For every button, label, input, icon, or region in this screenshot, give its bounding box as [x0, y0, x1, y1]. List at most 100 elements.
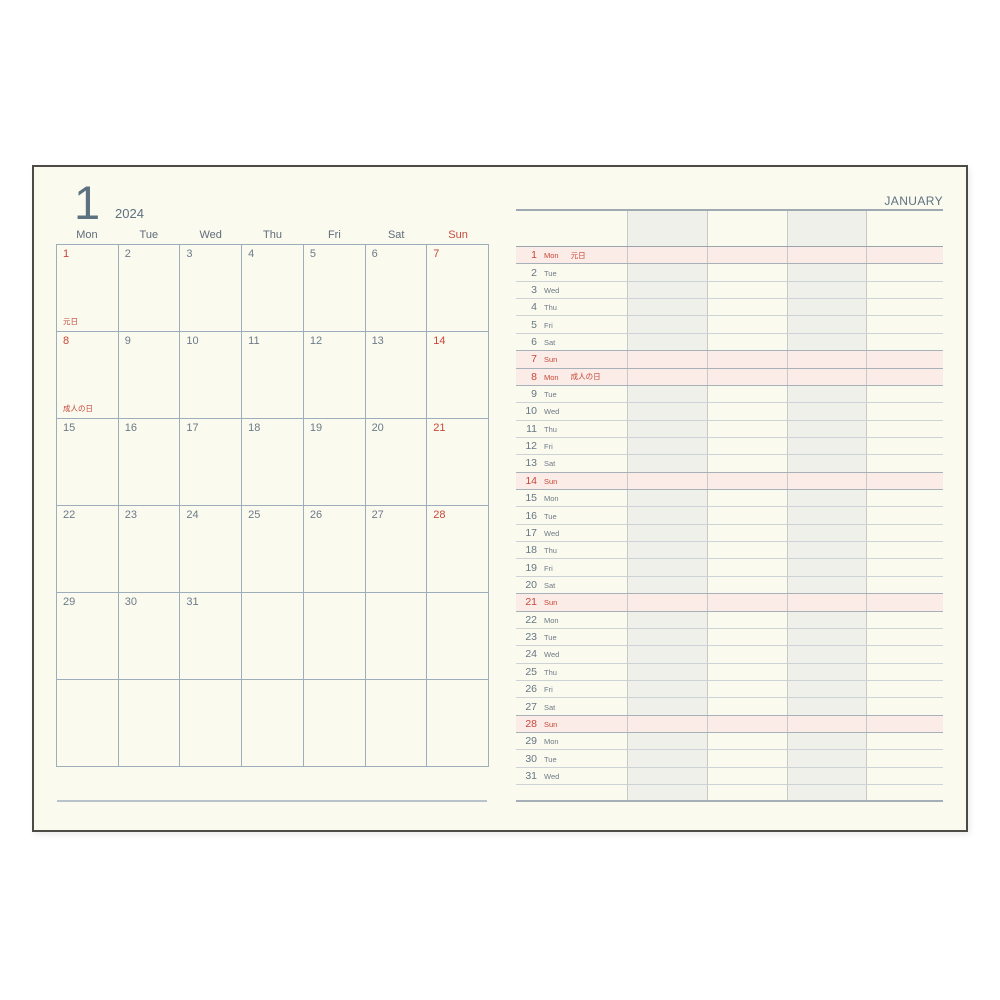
calendar-cell-31: 31	[180, 593, 243, 680]
writing-column	[707, 611, 787, 628]
schedule-day-cell: 17 Wed	[516, 525, 627, 541]
schedule-header-band	[516, 211, 943, 247]
schedule-row-2: 2 Tue	[516, 263, 943, 281]
weekday-header-sat: Sat	[387, 229, 405, 241]
writing-column	[627, 368, 707, 385]
schedule-weekday-label: Sat	[544, 581, 556, 590]
writing-column	[866, 316, 943, 333]
writing-column	[866, 403, 943, 420]
calendar-cell-8: 8 成人の日	[57, 332, 119, 419]
weekday-header-thu: Thu	[263, 229, 282, 241]
schedule-day-number: 30	[525, 752, 537, 765]
schedule-day-number: 20	[525, 579, 537, 591]
schedule-weekday-label: Thu	[544, 546, 557, 556]
schedule-footer-day-column	[516, 785, 627, 800]
calendar-day-number: 5	[309, 248, 316, 260]
writing-column	[627, 715, 707, 733]
writing-column	[707, 490, 787, 507]
schedule-weekday-label: Thu	[544, 303, 557, 313]
writing-column	[787, 247, 866, 264]
schedule-day-cell: 30 Tue	[516, 750, 627, 766]
calendar-day-number: 6	[371, 248, 378, 260]
holiday-label: 元日	[63, 317, 78, 326]
calendar-cell-7: 7	[427, 245, 489, 332]
writing-column	[707, 628, 787, 646]
calendar-day-number: 17	[186, 422, 199, 434]
writing-column	[707, 576, 787, 594]
schedule-day-number: 13	[525, 457, 537, 470]
writing-column	[787, 299, 866, 316]
writing-column	[627, 472, 707, 490]
schedule-day-number: 5	[531, 318, 537, 331]
writing-column	[866, 767, 943, 785]
schedule-row-27: 27 Sat	[516, 697, 943, 715]
schedule-row-13: 13 Sat	[516, 454, 943, 472]
calendar-cell-empty	[57, 680, 119, 767]
weekday-header-mon: Mon	[76, 229, 98, 241]
writing-column	[627, 247, 707, 264]
writing-column	[627, 559, 707, 576]
schedule-day-number: 1	[531, 249, 537, 262]
writing-column	[627, 750, 707, 767]
calendar-day-number: 21	[433, 422, 446, 434]
writing-column	[627, 351, 707, 368]
schedule-weekday-label: Thu	[544, 667, 557, 677]
schedule-day-cell: 22 Mon	[516, 612, 627, 628]
writing-column	[787, 420, 866, 437]
schedule-weekday-label: Sat	[544, 459, 556, 469]
writing-column	[787, 316, 866, 333]
writing-column	[707, 559, 787, 576]
writing-column	[787, 559, 866, 576]
writing-column	[866, 628, 943, 646]
calendar-cell-3: 3	[180, 245, 243, 332]
schedule-row-1: 1 Mon 元日	[516, 247, 943, 264]
schedule-row-24: 24 Wed	[516, 645, 943, 663]
schedule-weekday-label: Wed	[544, 771, 560, 781]
writing-column	[707, 316, 787, 333]
schedule-day-number: 14	[525, 474, 537, 487]
schedule-day-number: 25	[525, 665, 537, 678]
writing-column	[866, 524, 943, 542]
schedule-day-cell: 7 Sun	[516, 351, 627, 367]
calendar-day-number: 7	[433, 248, 440, 260]
schedule-day-cell: 18 Thu	[516, 542, 627, 558]
writing-column	[627, 437, 707, 455]
writing-column	[707, 698, 787, 715]
schedule-day-number: 15	[525, 492, 537, 505]
calendar-cell-empty	[180, 680, 243, 767]
writing-column	[627, 733, 707, 750]
schedule-day-cell: 3 Wed	[516, 282, 627, 298]
schedule-weekday-label: Tue	[544, 390, 557, 400]
writing-column	[866, 437, 943, 455]
schedule-row-21: 21 Sun	[516, 593, 943, 611]
calendar-day-number: 25	[248, 509, 261, 521]
schedule-day-cell: 6 Sat	[516, 334, 627, 350]
writing-column	[787, 333, 866, 351]
writing-column	[866, 698, 943, 715]
schedule-weekday-label: Tue	[544, 754, 557, 764]
weekday-header-row: Mon Tue Wed Thu Fri Sat Sun	[56, 227, 489, 243]
writing-column	[866, 281, 943, 299]
writing-column	[787, 646, 866, 663]
writing-column	[866, 542, 943, 559]
calendar-day-number: 16	[124, 422, 137, 434]
schedule-day-cell: 16 Tue	[516, 507, 627, 523]
planner-spread: 1 2024 Mon Tue Wed Thu Fri Sat Sun 1 元日 2 3 4 5 6 7 8 成…	[32, 165, 968, 832]
writing-column	[787, 472, 866, 490]
calendar-cell-empty	[242, 593, 304, 680]
writing-column	[866, 420, 943, 437]
writing-column	[787, 264, 866, 281]
schedule-day-cell: 4 Thu	[516, 299, 627, 315]
writing-column	[707, 264, 787, 281]
schedule-row-25: 25 Thu	[516, 662, 943, 680]
writing-column	[787, 211, 866, 246]
schedule-day-cell: 24 Wed	[516, 646, 627, 662]
calendar-day-number: 3	[186, 248, 193, 260]
calendar-cell-11: 11	[242, 332, 304, 419]
writing-column	[707, 368, 787, 385]
writing-column	[707, 455, 787, 472]
writing-column	[787, 490, 866, 507]
schedule-day-cell: 1 Mon 元日	[516, 247, 627, 263]
calendar-cell-9: 9	[118, 332, 181, 419]
writing-column	[866, 264, 943, 281]
